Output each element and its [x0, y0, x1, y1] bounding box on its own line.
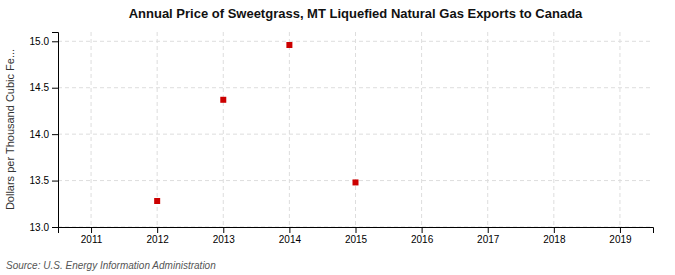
x-tick-label: 2017	[477, 234, 500, 245]
x-tick-label: 2013	[213, 234, 236, 245]
grid-line-x	[355, 32, 356, 227]
y-axis: 13.0 13.5 14.0 14.5 15.0	[30, 33, 59, 233]
grid-line-x	[289, 32, 290, 227]
x-tick-mark	[157, 227, 158, 233]
x-tick-mark	[488, 227, 489, 233]
grid-line-x	[91, 32, 92, 227]
x-tick-label: 2011	[81, 234, 103, 245]
x-tick-label: 2016	[411, 234, 434, 245]
point	[220, 97, 226, 103]
x-tick-mark	[356, 227, 357, 233]
point	[353, 179, 359, 185]
grid-line-x	[421, 32, 422, 227]
y-axis-label: Dollars per Thousand Cubic Fe...	[4, 49, 16, 210]
x-tick: 2012	[147, 227, 170, 245]
x-tick-mark	[422, 227, 423, 233]
grid-line-x	[619, 32, 620, 227]
x-tick-mark	[223, 227, 224, 233]
x-tick-label: 2012	[147, 234, 170, 245]
y-tick: 13.0	[30, 222, 58, 233]
grid-line-y	[58, 87, 653, 88]
x-tick: 2015	[345, 227, 368, 245]
y-tick-mark	[52, 134, 58, 135]
y-tick: 14.5	[30, 82, 58, 93]
x-axis-line	[59, 228, 654, 234]
grid-line-x	[553, 32, 554, 227]
x-tick-label: 2015	[345, 234, 368, 245]
plot: 2011 2012 2013 2014 2015 2016 2017 2018 2019 13.0…	[30, 32, 654, 245]
y-tick-label: 14.0	[30, 129, 50, 140]
y-tick: 14.0	[30, 129, 58, 140]
x-tick-mark	[620, 227, 621, 233]
grid-line-x	[487, 32, 488, 227]
grid	[58, 32, 653, 227]
y-tick-label: 14.5	[30, 82, 50, 93]
point	[154, 198, 160, 204]
grid-line-x	[223, 32, 224, 227]
x-tick-mark	[554, 227, 555, 233]
x-tick: 2014	[279, 227, 302, 245]
chart: 2011 2012 2013 2014 2015 2016 2017 2018 2019 13.0…	[0, 0, 675, 275]
y-tick: 15.0	[30, 36, 58, 47]
y-tick-mark	[52, 227, 58, 228]
x-tick: 2018	[543, 227, 566, 245]
x-tick: 2013	[213, 227, 236, 245]
chart-container: 2011 2012 2013 2014 2015 2016 2017 2018 2019 13.0…	[0, 0, 675, 275]
x-tick: 2011	[81, 227, 103, 245]
x-axis: 2011 2012 2013 2014 2015 2016 2017 2018 2019	[59, 227, 654, 245]
y-tick-mark	[52, 181, 58, 182]
x-tick: 2016	[411, 227, 434, 245]
x-tick: 2019	[609, 227, 632, 245]
x-tick: 2017	[477, 227, 500, 245]
grid-line-x	[157, 32, 158, 227]
points	[154, 42, 358, 204]
grid-line-y	[58, 134, 653, 135]
point	[286, 42, 292, 48]
y-tick-mark	[52, 88, 58, 89]
x-tick-mark	[289, 227, 290, 233]
x-tick-label: 2018	[543, 234, 566, 245]
y-tick-mark	[52, 41, 58, 42]
x-tick-label: 2014	[279, 234, 302, 245]
y-tick-label: 13.5	[30, 175, 50, 186]
annotation: Source: U.S. Energy Information Administ…	[6, 260, 216, 271]
y-tick: 13.5	[30, 175, 58, 186]
y-axis-line	[52, 33, 59, 228]
y-tick-label: 15.0	[30, 36, 50, 47]
title: Annual Price of Sweetgrass, MT Liquefied…	[129, 6, 583, 21]
x-tick-mark	[91, 227, 92, 233]
x-tick-label: 2019	[609, 234, 632, 245]
grid-line-y	[58, 41, 653, 42]
y-tick-label: 13.0	[30, 222, 50, 233]
